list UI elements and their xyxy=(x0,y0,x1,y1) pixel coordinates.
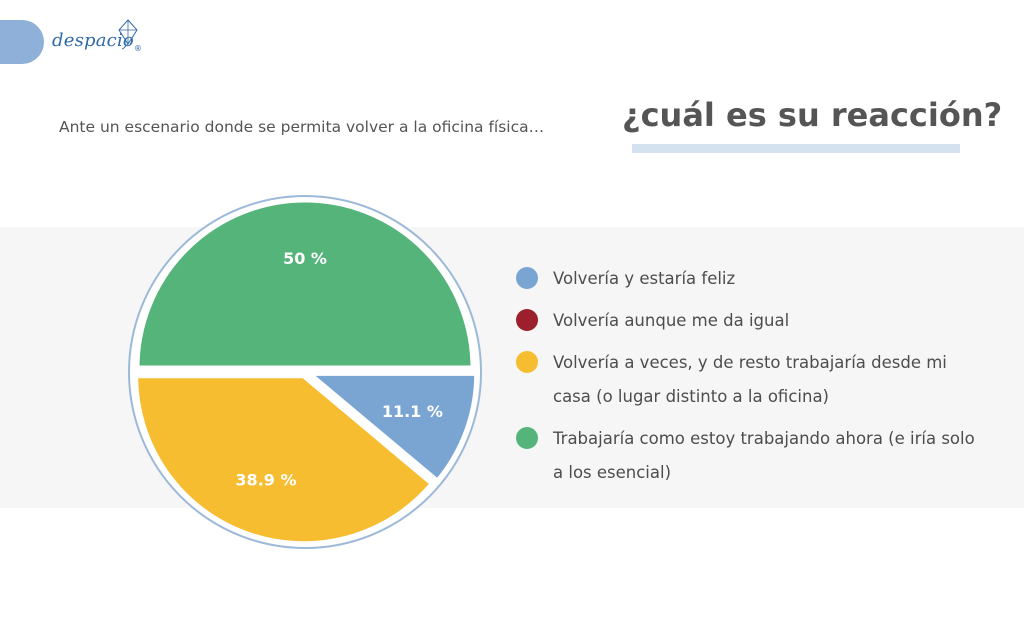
legend-item: Volvería aunque me da igual xyxy=(516,304,976,338)
legend-item: Volvería y estaría feliz xyxy=(516,262,976,296)
kite-icon xyxy=(118,19,138,50)
pie-labels: 11.1 % 38.9 % 50 % xyxy=(235,249,442,490)
legend-label: Volvería a veces, y de resto trabajaría … xyxy=(553,353,947,406)
legend-swatch xyxy=(516,267,538,289)
slice-value-label: 11.1 % xyxy=(382,402,443,421)
legend-item: Trabajaría como estoy trabajando ahora (… xyxy=(516,422,976,490)
legend-label: Trabajaría como estoy trabajando ahora (… xyxy=(553,429,975,482)
pie-slices xyxy=(133,197,480,547)
legend-swatch xyxy=(516,427,538,449)
legend-item: Volvería a veces, y de resto trabajaría … xyxy=(516,346,976,414)
slice-value-label: 38.9 % xyxy=(235,470,296,489)
intro-text: Ante un escenario donde se permita volve… xyxy=(59,118,545,136)
logo-tab xyxy=(0,20,44,64)
pie-slice xyxy=(306,370,480,484)
pie-slice xyxy=(133,373,435,547)
legend-label: Volvería y estaría feliz xyxy=(553,269,736,288)
legend-swatch xyxy=(516,309,538,331)
legend: Volvería y estaría feliz Volvería aunque … xyxy=(516,262,976,498)
question-title: ¿cuál es su reacción? xyxy=(622,96,1003,134)
logo: despacio xyxy=(52,30,134,51)
legend-swatch xyxy=(516,351,538,373)
legend-label: Volvería aunque me da igual xyxy=(553,311,790,330)
pie-slice xyxy=(134,197,476,371)
title-underline xyxy=(632,144,960,153)
registered-mark: ® xyxy=(134,44,142,53)
slice-value-label: 50 % xyxy=(283,249,327,268)
